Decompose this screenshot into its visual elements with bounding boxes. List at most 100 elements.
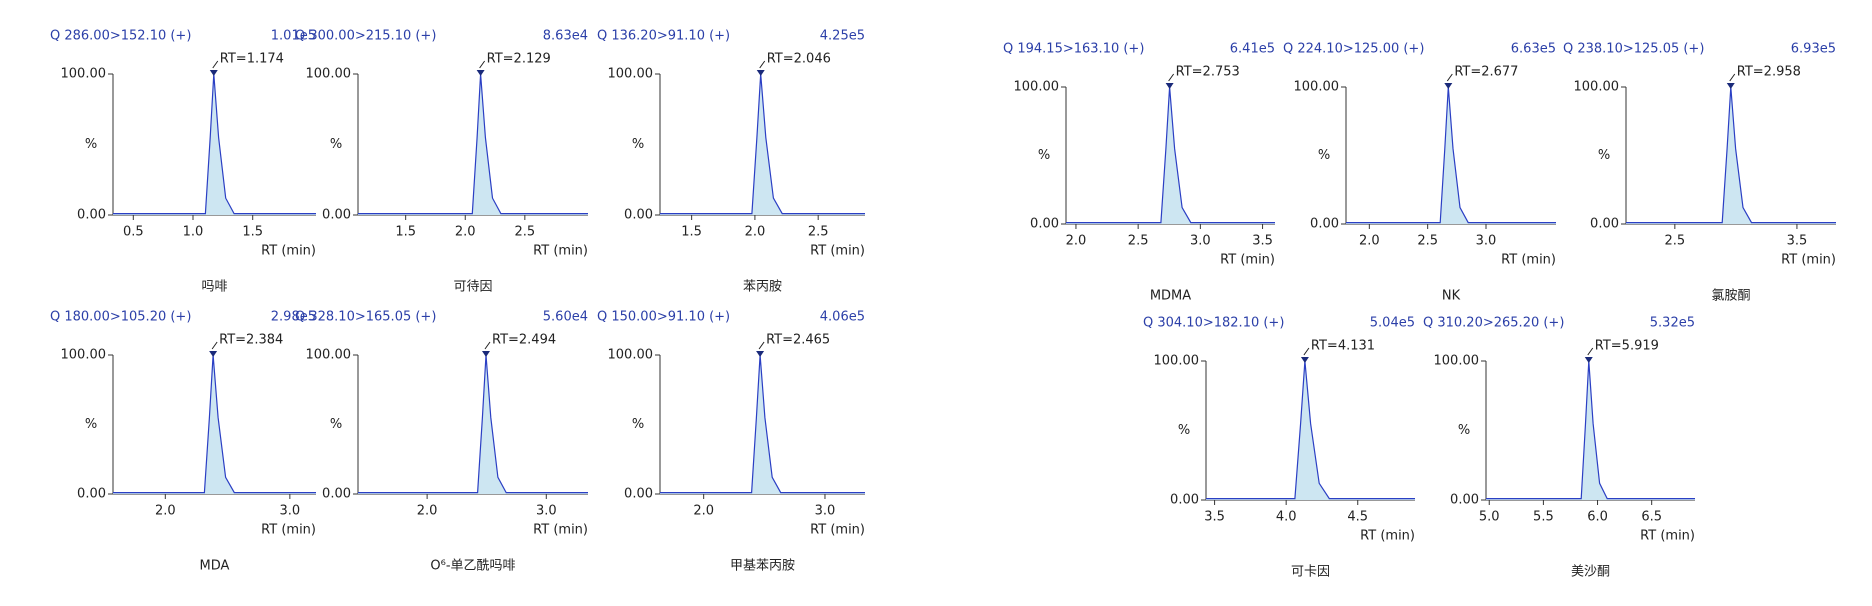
caption: 可卡因: [1291, 565, 1330, 580]
chart-title: Q 150.00>91.10 (+): [597, 310, 730, 325]
x-tick-label: 2.0: [1359, 234, 1380, 249]
peak-area: [1066, 87, 1275, 224]
x-tick-label: 2.0: [1066, 234, 1087, 249]
trace-line: [1626, 86, 1836, 224]
peak-area: [113, 355, 316, 494]
rt-annotation: RT=2.677: [1454, 65, 1518, 80]
trace-line: [358, 73, 588, 215]
x-tick-label: 2.0: [745, 225, 766, 240]
peak-marker: [209, 351, 218, 357]
peak-marker: [209, 70, 218, 76]
intensity: 8.63e4: [543, 29, 588, 44]
annotation-tick: [479, 60, 486, 69]
chart-title: Q 304.10>182.10 (+): [1143, 316, 1284, 331]
x-axis-label: RT (min): [1781, 253, 1836, 268]
trace-line: [358, 354, 588, 494]
annotation-tick: [1729, 73, 1736, 82]
annotation-tick: [1303, 347, 1310, 356]
x-tick-label: 1.0: [183, 225, 204, 240]
peak-marker: [1726, 83, 1735, 89]
y-axis-label: %: [1598, 148, 1610, 163]
y-tick-label: 0.00: [1030, 217, 1059, 232]
rt-annotation: RT=2.958: [1737, 65, 1801, 80]
chart-title: Q 136.20>91.10 (+): [597, 29, 730, 44]
annotation-tick: [1446, 73, 1453, 82]
y-axis-label: %: [330, 137, 342, 152]
y-tick-label: 100.00: [61, 348, 107, 363]
intensity: 6.93e5: [1791, 42, 1836, 57]
y-tick-label: 0.00: [624, 487, 653, 502]
annotation-tick: [484, 341, 491, 350]
y-tick-label: 100.00: [61, 67, 107, 82]
x-tick-label: 3.0: [280, 504, 301, 519]
annotation-tick: [1168, 73, 1175, 82]
x-tick-label: 2.5: [1128, 234, 1149, 249]
y-tick-label: 0.00: [1310, 217, 1339, 232]
x-axis-label: RT (min): [1501, 253, 1556, 268]
x-tick-label: 1.5: [242, 225, 263, 240]
rt-annotation: RT=2.753: [1176, 65, 1240, 80]
caption: 氯胺酮: [1711, 289, 1750, 304]
x-tick-label: 5.5: [1533, 510, 1554, 525]
trace-line: [113, 354, 316, 494]
peak-area: [113, 74, 316, 215]
x-axis-label: RT (min): [533, 244, 588, 259]
intensity: 4.06e5: [820, 310, 865, 325]
x-axis-label: RT (min): [261, 244, 316, 259]
x-tick-label: 1.5: [681, 225, 702, 240]
x-tick-label: 3.5: [1204, 510, 1225, 525]
annotation-tick: [759, 60, 766, 69]
x-tick-label: 2.5: [1664, 234, 1685, 249]
peak-marker: [756, 351, 765, 357]
chart-title: Q 328.10>165.05 (+): [295, 310, 436, 325]
intensity: 6.41e5: [1230, 42, 1275, 57]
peak-area: [1626, 87, 1836, 224]
intensity: 5.04e5: [1370, 316, 1415, 331]
y-tick-label: 100.00: [306, 348, 352, 363]
y-tick-label: 100.00: [608, 348, 654, 363]
caption: MDA: [200, 559, 230, 574]
annotation-tick: [1587, 347, 1594, 356]
x-tick-label: 2.0: [155, 504, 176, 519]
x-tick-label: 2.5: [1417, 234, 1438, 249]
chart-title: Q 300.00>215.10 (+): [295, 29, 436, 44]
trace-line: [1206, 360, 1415, 500]
y-axis-label: %: [1318, 148, 1330, 163]
y-tick-label: 100.00: [1434, 354, 1480, 369]
rt-annotation: RT=2.465: [766, 333, 830, 348]
x-tick-label: 6.0: [1587, 510, 1608, 525]
chart-title: Q 238.10>125.05 (+): [1563, 42, 1704, 57]
y-axis-label: %: [632, 417, 644, 432]
x-axis-label: RT (min): [810, 244, 865, 259]
x-tick-label: 1.5: [395, 225, 416, 240]
y-tick-label: 100.00: [608, 67, 654, 82]
y-tick-label: 0.00: [1590, 217, 1619, 232]
peak-marker: [756, 70, 765, 76]
chart-title: Q 194.15>163.10 (+): [1003, 42, 1144, 57]
y-tick-label: 0.00: [77, 487, 106, 502]
x-tick-label: 2.5: [808, 225, 829, 240]
peak-area: [660, 74, 865, 215]
x-tick-label: 0.5: [123, 225, 144, 240]
x-tick-label: 2.0: [693, 504, 714, 519]
rt-annotation: RT=2.494: [492, 333, 556, 348]
trace-line: [113, 73, 316, 215]
y-tick-label: 100.00: [1154, 354, 1200, 369]
chart-title: Q 224.10>125.00 (+): [1283, 42, 1424, 57]
caption: 吗啡: [201, 280, 227, 295]
x-tick-label: 2.0: [417, 504, 438, 519]
y-axis-label: %: [1178, 423, 1190, 438]
y-tick-label: 0.00: [624, 208, 653, 223]
trace-line: [660, 73, 865, 215]
y-tick-label: 100.00: [306, 67, 352, 82]
rt-annotation: RT=5.919: [1595, 339, 1659, 354]
annotation-tick: [212, 60, 219, 69]
rt-annotation: RT=1.174: [220, 52, 284, 67]
y-axis-label: %: [85, 137, 97, 152]
x-tick-label: 4.5: [1347, 510, 1368, 525]
peak-area: [1206, 361, 1415, 500]
rt-annotation: RT=4.131: [1311, 339, 1375, 354]
y-axis-label: %: [85, 417, 97, 432]
trace-line: [1346, 86, 1556, 224]
